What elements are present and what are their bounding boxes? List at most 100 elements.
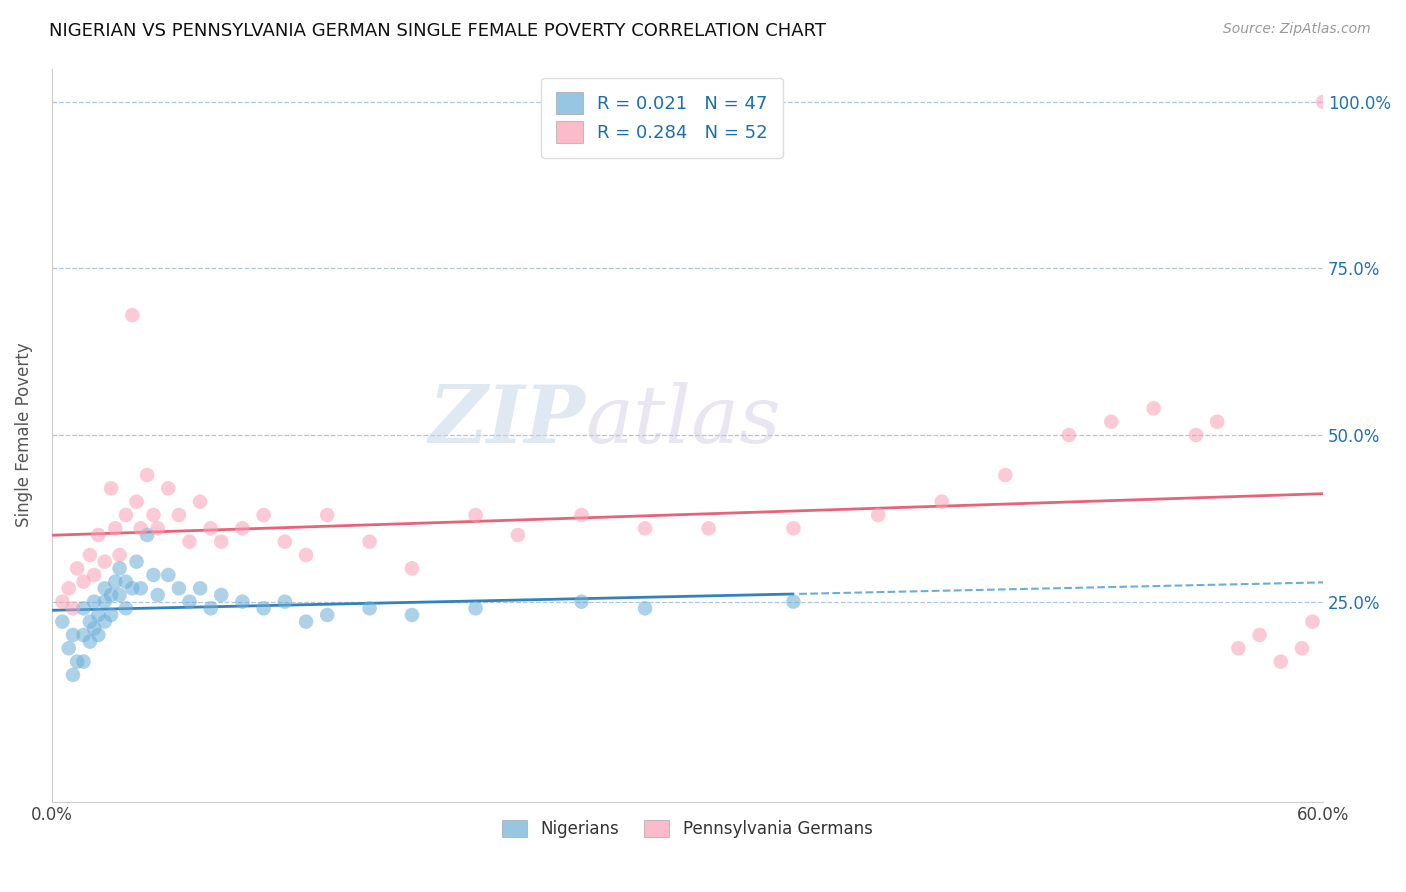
Point xyxy=(1291,641,1313,656)
Point xyxy=(79,548,101,562)
Point xyxy=(72,574,94,589)
Point xyxy=(125,494,148,508)
Text: ZIP: ZIP xyxy=(429,382,586,459)
Point xyxy=(142,568,165,582)
Point xyxy=(200,601,222,615)
Point xyxy=(93,582,115,596)
Point xyxy=(200,521,222,535)
Point xyxy=(79,634,101,648)
Point xyxy=(188,582,211,596)
Point xyxy=(93,594,115,608)
Point xyxy=(464,508,486,522)
Point xyxy=(253,601,276,615)
Point xyxy=(316,607,339,622)
Point xyxy=(782,521,804,535)
Text: Source: ZipAtlas.com: Source: ZipAtlas.com xyxy=(1223,22,1371,37)
Point xyxy=(100,607,122,622)
Point xyxy=(931,494,953,508)
Point xyxy=(1312,95,1334,109)
Point xyxy=(359,601,381,615)
Point xyxy=(83,568,105,582)
Point xyxy=(571,594,593,608)
Point xyxy=(62,668,84,682)
Point xyxy=(66,655,89,669)
Point xyxy=(1185,428,1208,442)
Legend: Nigerians, Pennsylvania Germans: Nigerians, Pennsylvania Germans xyxy=(496,813,879,845)
Point xyxy=(506,528,529,542)
Point xyxy=(72,655,94,669)
Point xyxy=(79,615,101,629)
Point xyxy=(634,521,657,535)
Point xyxy=(125,555,148,569)
Point xyxy=(157,568,180,582)
Point xyxy=(1206,415,1229,429)
Point xyxy=(87,628,110,642)
Point xyxy=(295,548,318,562)
Point xyxy=(100,588,122,602)
Point xyxy=(209,588,232,602)
Point xyxy=(108,548,131,562)
Point xyxy=(253,508,276,522)
Point xyxy=(295,615,318,629)
Point xyxy=(1227,641,1250,656)
Point xyxy=(72,628,94,642)
Point xyxy=(188,494,211,508)
Point xyxy=(121,308,143,322)
Point xyxy=(231,594,253,608)
Point xyxy=(146,588,169,602)
Point xyxy=(66,561,89,575)
Point xyxy=(62,628,84,642)
Point xyxy=(401,607,423,622)
Point xyxy=(401,561,423,575)
Point xyxy=(146,521,169,535)
Point xyxy=(571,508,593,522)
Point xyxy=(142,508,165,522)
Point xyxy=(1142,401,1164,416)
Point xyxy=(83,621,105,635)
Point xyxy=(51,615,73,629)
Text: NIGERIAN VS PENNSYLVANIA GERMAN SINGLE FEMALE POVERTY CORRELATION CHART: NIGERIAN VS PENNSYLVANIA GERMAN SINGLE F… xyxy=(49,22,827,40)
Point xyxy=(1249,628,1271,642)
Point xyxy=(121,582,143,596)
Point xyxy=(1270,655,1292,669)
Y-axis label: Single Female Poverty: Single Female Poverty xyxy=(15,343,32,527)
Point xyxy=(115,508,138,522)
Point xyxy=(179,594,201,608)
Point xyxy=(83,594,105,608)
Point xyxy=(209,534,232,549)
Point xyxy=(87,607,110,622)
Point xyxy=(179,534,201,549)
Point xyxy=(108,561,131,575)
Point xyxy=(129,582,152,596)
Point xyxy=(136,468,159,483)
Point xyxy=(231,521,253,535)
Point xyxy=(634,601,657,615)
Point xyxy=(167,508,190,522)
Point xyxy=(104,521,127,535)
Text: atlas: atlas xyxy=(586,382,782,459)
Point xyxy=(274,534,297,549)
Point xyxy=(868,508,890,522)
Point xyxy=(1057,428,1080,442)
Point xyxy=(359,534,381,549)
Point xyxy=(58,582,80,596)
Point xyxy=(87,528,110,542)
Point xyxy=(115,601,138,615)
Point xyxy=(157,481,180,495)
Point xyxy=(782,594,804,608)
Point xyxy=(464,601,486,615)
Point xyxy=(93,615,115,629)
Point xyxy=(108,588,131,602)
Point xyxy=(115,574,138,589)
Point xyxy=(93,555,115,569)
Point xyxy=(58,641,80,656)
Point xyxy=(62,601,84,615)
Point xyxy=(72,601,94,615)
Point xyxy=(51,594,73,608)
Point xyxy=(697,521,720,535)
Point xyxy=(1302,615,1324,629)
Point xyxy=(274,594,297,608)
Point xyxy=(167,582,190,596)
Point xyxy=(100,481,122,495)
Point xyxy=(316,508,339,522)
